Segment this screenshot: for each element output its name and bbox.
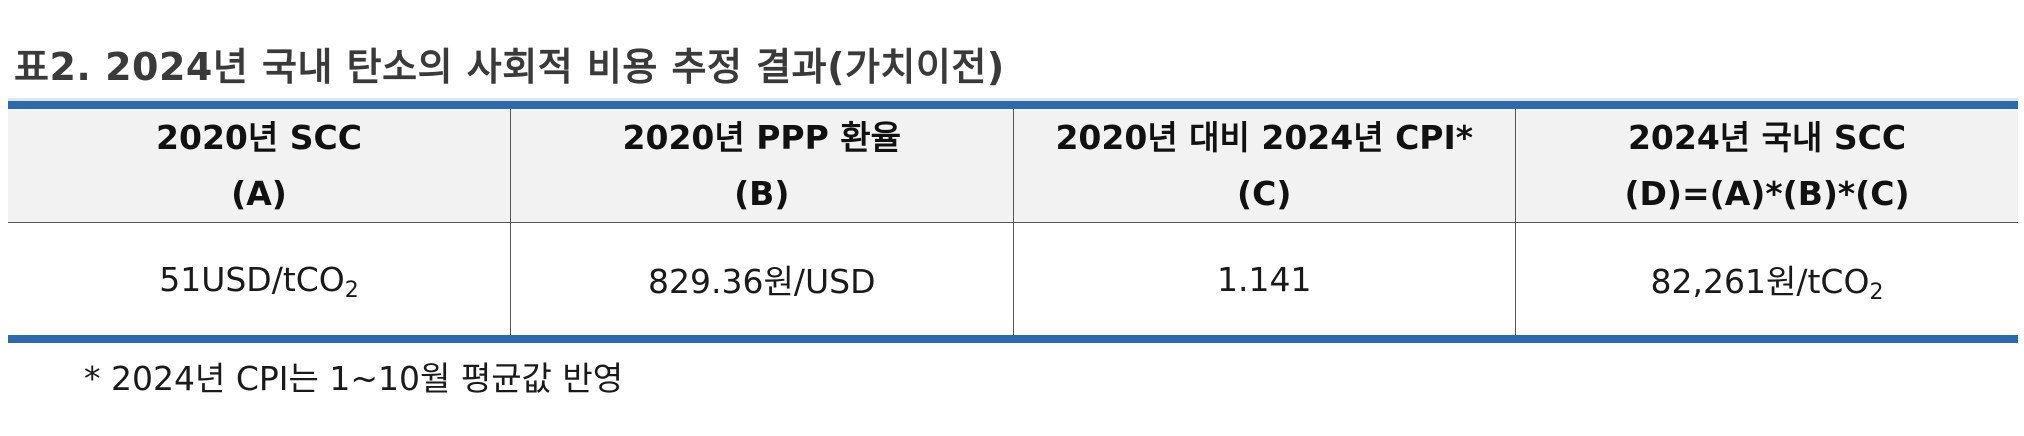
header-code: (B) [734, 173, 790, 213]
header-domestic-scc: 2024년 국내 SCC (D)=(A)*(B)*(C) [1515, 109, 2018, 223]
cell-value: 51USD/tCO [159, 259, 345, 299]
header-code: (D)=(A)*(B)*(C) [1624, 173, 1910, 213]
cell-subscript: 2 [1869, 280, 1884, 305]
footnote: * 2024년 CPI는 1~10월 평균값 반영 [84, 359, 624, 398]
bottom-rule [8, 335, 2018, 343]
cell-value: 82,261원/tCO [1650, 262, 1870, 301]
cell-cpi: 1.141 [1012, 222, 1516, 335]
cell-subscript: 2 [344, 277, 359, 303]
top-thin-rule [8, 98, 2018, 101]
cell-ppp-rate: 829.36원/USD [510, 222, 1013, 335]
cell-scc-2020: 51USD/tCO2 [8, 223, 511, 336]
table-row: 51USD/tCO2 829.36원/USD 1.141 82,261원/tCO… [8, 222, 2018, 336]
header-label: 2024년 국내 SCC [1627, 117, 1907, 157]
header-code: (A) [231, 173, 287, 213]
cell-domestic-scc: 82,261원/tCO2 [1515, 222, 2018, 335]
data-table: 2020년 SCC (A) 2020년 PPP 환율 (B) 2020년 대비 … [8, 109, 2018, 335]
header-ppp-rate: 2020년 PPP 환율 (B) [510, 109, 1013, 223]
top-rule [8, 101, 2018, 109]
header-label: 2020년 대비 2024년 CPI* [1055, 117, 1474, 157]
header-label: 2020년 PPP 환율 [622, 117, 901, 157]
header-cpi: 2020년 대비 2024년 CPI* (C) [1012, 109, 1516, 223]
table-title: 표2. 2024년 국내 탄소의 사회적 비용 추정 결과(가치이전) [14, 45, 1005, 89]
cell-value: 1.141 [1217, 259, 1312, 299]
header-row: 2020년 SCC (A) 2020년 PPP 환율 (B) 2020년 대비 … [8, 109, 2018, 223]
header-code: (C) [1237, 173, 1292, 213]
header-label: 2020년 SCC [156, 117, 362, 157]
cell-value: 829.36원/USD [648, 262, 876, 301]
scc-table: 2020년 SCC (A) 2020년 PPP 환율 (B) 2020년 대비 … [8, 98, 2018, 343]
header-scc-2020: 2020년 SCC (A) [8, 109, 511, 223]
